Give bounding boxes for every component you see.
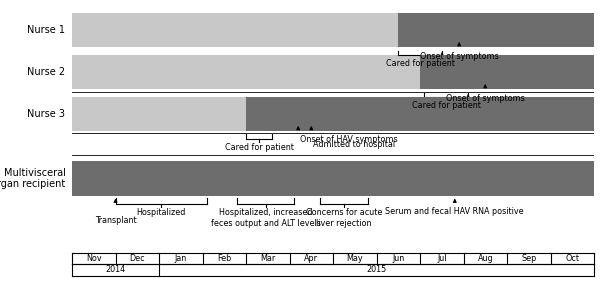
Text: Onset of HAV symptoms: Onset of HAV symptoms	[301, 135, 398, 144]
Text: Nov: Nov	[86, 254, 101, 263]
Text: Oct: Oct	[565, 254, 579, 263]
Text: Jan: Jan	[175, 254, 187, 263]
Text: Onset of symptoms: Onset of symptoms	[420, 52, 499, 61]
Text: Mar: Mar	[260, 254, 275, 263]
Text: Nurse 1: Nurse 1	[28, 25, 65, 35]
Text: Jul: Jul	[437, 254, 446, 263]
Text: Nurse 2: Nurse 2	[28, 67, 65, 77]
Text: Onset of symptoms: Onset of symptoms	[446, 94, 524, 103]
Bar	[72, 13, 594, 47]
Text: Jun: Jun	[392, 254, 404, 263]
Bar	[72, 55, 594, 89]
Bar	[72, 97, 594, 131]
Text: Transplant: Transplant	[95, 216, 136, 225]
Bar	[246, 97, 594, 131]
Text: Concerns for acute
liver rejection: Concerns for acute liver rejection	[305, 208, 382, 228]
Text: Hospitalized, increased
feces output and ALT levels: Hospitalized, increased feces output and…	[211, 208, 320, 228]
Text: Serum and fecal HAV RNA positive: Serum and fecal HAV RNA positive	[385, 207, 524, 216]
Text: Feb: Feb	[217, 254, 232, 263]
Text: Admitted to hospital: Admitted to hospital	[313, 140, 395, 149]
Text: Cared for patient: Cared for patient	[412, 101, 481, 110]
Bar	[420, 55, 594, 89]
Text: 2014: 2014	[106, 265, 125, 274]
Bar	[72, 162, 594, 196]
Text: Sep: Sep	[521, 254, 536, 263]
Text: Multivisceral
organ recipient: Multivisceral organ recipient	[0, 168, 65, 189]
Text: 2015: 2015	[367, 265, 386, 274]
Text: May: May	[346, 254, 363, 263]
Text: Cared for patient: Cared for patient	[224, 143, 293, 152]
Text: Apr: Apr	[304, 254, 318, 263]
Text: Aug: Aug	[478, 254, 493, 263]
Text: Cared for patient: Cared for patient	[386, 59, 454, 68]
Text: Hospitalized: Hospitalized	[136, 208, 186, 217]
Text: Nurse 3: Nurse 3	[28, 109, 65, 119]
Text: Dec: Dec	[130, 254, 145, 263]
Bar	[398, 13, 594, 47]
